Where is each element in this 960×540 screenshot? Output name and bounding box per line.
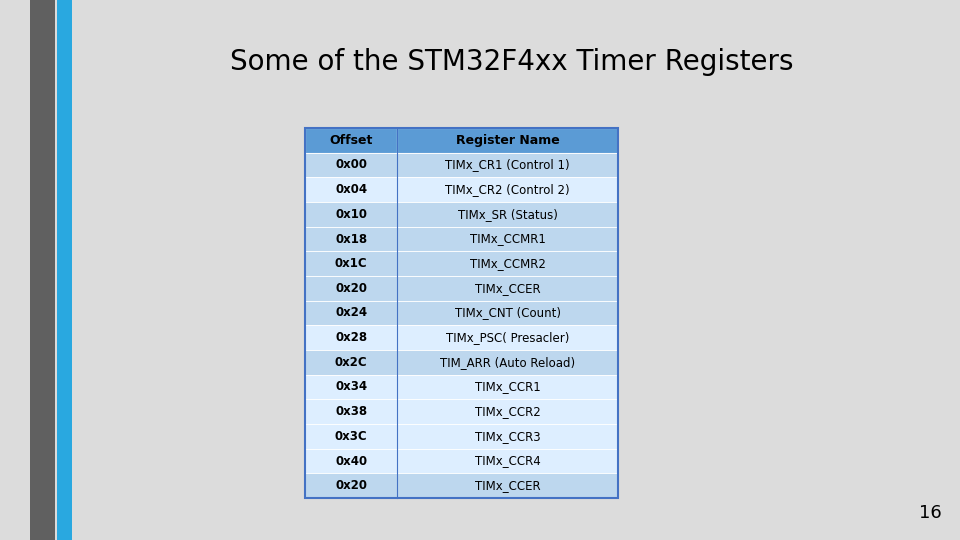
Bar: [397, 227, 618, 251]
Text: TIMx_CR2 (Control 2): TIMx_CR2 (Control 2): [445, 183, 570, 196]
Bar: [305, 424, 397, 449]
Text: TIMx_CCR1: TIMx_CCR1: [475, 381, 540, 394]
Text: 0x28: 0x28: [335, 331, 368, 344]
Bar: [305, 350, 397, 375]
Text: 0x10: 0x10: [335, 208, 367, 221]
Text: 0x3C: 0x3C: [335, 430, 368, 443]
Bar: [30, 0, 55, 540]
Bar: [397, 301, 618, 325]
Bar: [397, 375, 618, 400]
Text: 0x1C: 0x1C: [335, 257, 368, 270]
Bar: [305, 375, 397, 400]
Bar: [305, 202, 397, 227]
Bar: [305, 400, 397, 424]
Text: 0x20: 0x20: [335, 282, 367, 295]
Bar: [305, 153, 397, 177]
Bar: [305, 474, 397, 498]
Text: TIMx_PSC( Presacler): TIMx_PSC( Presacler): [446, 331, 569, 344]
Bar: [305, 128, 618, 498]
Text: TIM_ARR (Auto Reload): TIM_ARR (Auto Reload): [440, 356, 575, 369]
Bar: [397, 251, 618, 276]
Text: 16: 16: [920, 504, 942, 522]
Text: 0x2C: 0x2C: [335, 356, 368, 369]
Bar: [397, 449, 618, 474]
Text: 0x04: 0x04: [335, 183, 368, 196]
Text: TIMx_CCMR2: TIMx_CCMR2: [469, 257, 545, 270]
Text: 0x34: 0x34: [335, 381, 368, 394]
Bar: [305, 251, 397, 276]
Text: TIMx_CCR2: TIMx_CCR2: [475, 405, 540, 418]
Bar: [305, 449, 397, 474]
Bar: [397, 153, 618, 177]
Text: 0x40: 0x40: [335, 455, 368, 468]
Bar: [397, 276, 618, 301]
Text: 0x18: 0x18: [335, 233, 368, 246]
Text: TIMx_SR (Status): TIMx_SR (Status): [458, 208, 558, 221]
Text: TIMx_CCER: TIMx_CCER: [475, 282, 540, 295]
Text: TIMx_CCER: TIMx_CCER: [475, 479, 540, 492]
Bar: [397, 202, 618, 227]
Bar: [57, 0, 72, 540]
Bar: [397, 424, 618, 449]
Bar: [305, 128, 397, 153]
Bar: [397, 325, 618, 350]
Text: TIMx_CCMR1: TIMx_CCMR1: [469, 233, 545, 246]
Bar: [305, 301, 397, 325]
Text: TIMx_CNT (Count): TIMx_CNT (Count): [455, 307, 561, 320]
Text: Register Name: Register Name: [456, 134, 560, 147]
Text: 0x20: 0x20: [335, 479, 367, 492]
Text: Offset: Offset: [329, 134, 372, 147]
Bar: [397, 128, 618, 153]
Text: TIMx_CCR3: TIMx_CCR3: [475, 430, 540, 443]
Text: 0x24: 0x24: [335, 307, 368, 320]
Bar: [305, 276, 397, 301]
Bar: [397, 350, 618, 375]
Bar: [397, 400, 618, 424]
Bar: [305, 227, 397, 251]
Bar: [305, 177, 397, 202]
Text: TIMx_CCR4: TIMx_CCR4: [475, 455, 540, 468]
Text: 0x38: 0x38: [335, 405, 368, 418]
Text: 0x00: 0x00: [335, 159, 367, 172]
Bar: [397, 474, 618, 498]
Text: TIMx_CR1 (Control 1): TIMx_CR1 (Control 1): [445, 159, 570, 172]
Text: Some of the STM32F4xx Timer Registers: Some of the STM32F4xx Timer Registers: [230, 48, 794, 76]
Bar: [305, 325, 397, 350]
Bar: [397, 177, 618, 202]
